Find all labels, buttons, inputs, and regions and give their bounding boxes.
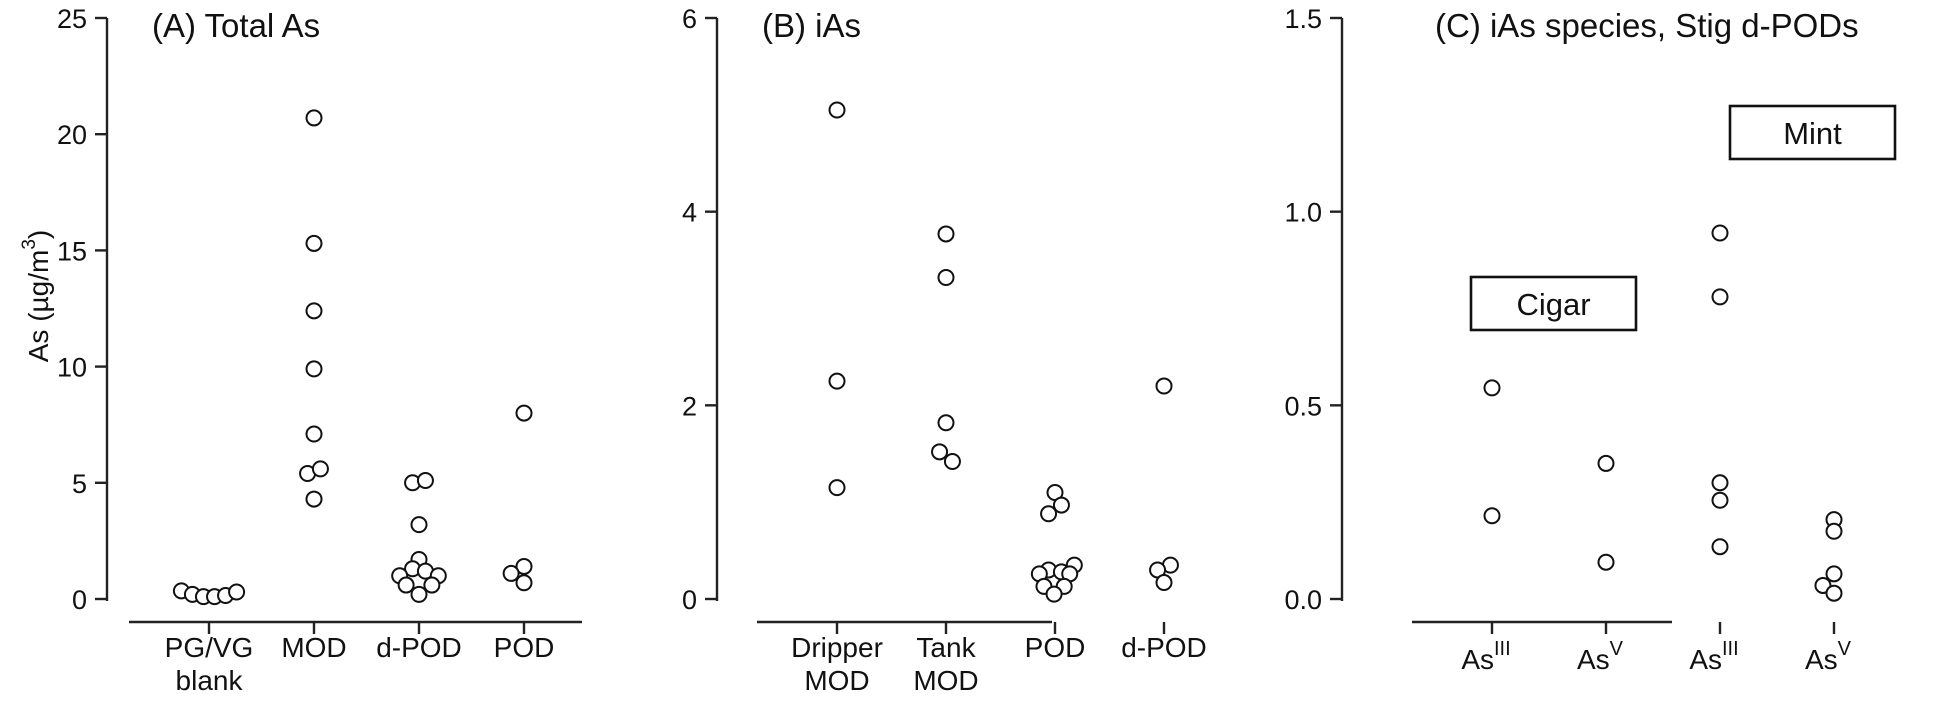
panel-a-data-point	[416, 471, 434, 489]
panel-b-y-tick-label: 6	[682, 4, 697, 34]
panel-b-data-point	[931, 443, 949, 461]
panel-b-data-point	[937, 225, 955, 243]
panel-c-y-tick-label: 0.5	[1284, 391, 1322, 421]
panel-c-title: (C) iAs species, Stig d-PODs	[1435, 7, 1859, 44]
panel-a-data-point	[305, 490, 323, 508]
panel-a-data-point	[305, 234, 323, 252]
panel-a-y-tick-label: 0	[72, 585, 87, 615]
panel-c-data-point	[1597, 454, 1615, 472]
panel-a-title: (A) Total As	[152, 7, 320, 44]
panel-b-category-label: Dripper	[791, 632, 883, 663]
panel-a-y-tick-label: 5	[72, 469, 87, 499]
panel-a-category-label: PG/VG	[165, 632, 254, 663]
panel-c-data-point	[1597, 553, 1615, 571]
panel-a-data-point	[423, 576, 441, 594]
panel-b-data-point	[1040, 505, 1058, 523]
panel-b-category-label: MOD	[913, 665, 978, 696]
panel-b-data-point	[1052, 496, 1070, 514]
panel-a-data-point	[515, 404, 533, 422]
panel-c-category-label: AsIII	[1461, 638, 1510, 675]
panel-c-y-tick-label: 1.5	[1284, 4, 1322, 34]
group-label-mint: Mint	[1783, 116, 1842, 151]
panel-b-data-point	[828, 101, 846, 119]
panel-b-title: (B) iAs	[762, 7, 861, 44]
panel-a-y-tick-label: 15	[57, 236, 87, 266]
panel-c-category-label: AsIII	[1689, 638, 1738, 675]
panel-a-y-tick-label: 10	[57, 353, 87, 383]
panel-c-category-label: AsV	[1577, 638, 1624, 675]
panel-c-data-point	[1825, 565, 1843, 583]
panel-a-data-point	[502, 564, 520, 582]
panel-a-data-point	[305, 109, 323, 127]
panel-a-data-point	[311, 460, 329, 478]
panel-b-category-label: Tank	[916, 632, 976, 663]
panel-b-data-point	[1045, 585, 1063, 603]
panel-a-category-label: POD	[494, 632, 555, 663]
panel-a-data-point	[410, 516, 428, 534]
panel-b-y-tick-label: 4	[682, 198, 697, 228]
panel-b-data-point	[943, 452, 961, 470]
panel-a-data-point	[397, 576, 415, 594]
panel-b-y-tick-label: 0	[682, 585, 697, 615]
panel-b-data-point	[937, 414, 955, 432]
panel-c-data-point	[1825, 584, 1843, 602]
panel-a-data-point	[515, 557, 533, 575]
panel-c-data-point	[1711, 224, 1729, 242]
panel-c-data-point	[1711, 491, 1729, 509]
panel-a-category-label: blank	[176, 665, 244, 696]
group-box-mint	[1728, 104, 1897, 161]
panel-a-data-point	[305, 425, 323, 443]
panel-a-category-label: MOD	[281, 632, 346, 663]
panel-c-data-point	[1711, 288, 1729, 306]
panel-b-y-tick-label: 2	[682, 391, 697, 421]
panel-a-y-axis-label: As (µg/m3)	[19, 230, 54, 363]
panel-a-data-point	[410, 585, 428, 603]
panel-a-data-point	[515, 574, 533, 592]
panel-c-category-label: AsV	[1805, 638, 1852, 675]
panel-c-data-point	[1483, 507, 1501, 525]
group-box-cigar	[1469, 275, 1638, 332]
panel-b-data-point	[828, 372, 846, 390]
panel-c-data-point	[1711, 538, 1729, 556]
panel-b-category-label: POD	[1025, 632, 1086, 663]
panel-a-y-tick-label: 25	[57, 4, 87, 34]
panel-c-data-point	[1825, 522, 1843, 540]
panel-c-data-point	[1711, 474, 1729, 492]
panel-c-data-point	[1483, 379, 1501, 397]
panel-b-data-point	[937, 269, 955, 287]
group-label-cigar: Cigar	[1516, 287, 1590, 322]
panel-b-category-label: MOD	[804, 665, 869, 696]
panel-c-y-tick-label: 1.0	[1284, 198, 1322, 228]
panel-c-plot: 0.0 0.5 1.0 1.5 AsIII AsV AsIII AsV Cigar Mint	[1284, 4, 1897, 675]
panel-a: (A) Total As As (µg/m3) 0 5 10 15 20 25 PG/VGb…	[19, 4, 582, 696]
panel-b-data-point	[828, 479, 846, 497]
panel-b-category-label: d-POD	[1121, 632, 1207, 663]
panel-a-data-point	[305, 360, 323, 378]
panel-c-y-tick-label: 0.0	[1284, 585, 1322, 615]
panel-c: (C) iAs species, Stig d-PODs 0.0 0.5 1.0 1.…	[1284, 4, 1897, 675]
panel-a-data-point	[228, 583, 246, 601]
panel-a-category-label: d-POD	[376, 632, 462, 663]
panel-b-data-point	[1155, 377, 1173, 395]
panel-a-data-point	[305, 302, 323, 320]
panel-a-y-tick-label: 20	[57, 120, 87, 150]
panel-b-data-point	[1155, 574, 1173, 592]
